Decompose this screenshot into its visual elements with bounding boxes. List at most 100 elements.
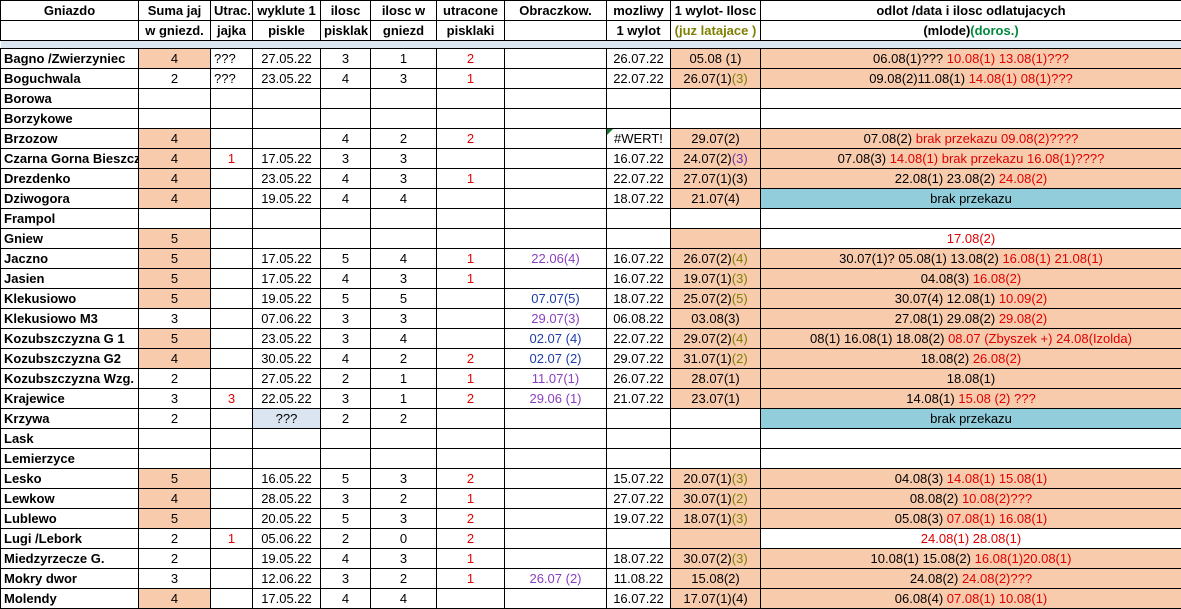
cell-wylot[interactable] bbox=[671, 89, 761, 109]
cell-wylot[interactable] bbox=[671, 229, 761, 249]
header2-gniezd[interactable]: gniezd bbox=[371, 21, 437, 41]
cell-ilosc-gniezd[interactable]: 2 bbox=[371, 489, 437, 509]
cell-wyklute[interactable] bbox=[253, 89, 321, 109]
cell-gniazdo[interactable]: Mokry dwor bbox=[1, 569, 139, 589]
cell-suma-jaj[interactable]: 4 bbox=[139, 149, 211, 169]
cell-utrac-jajka[interactable] bbox=[211, 329, 253, 349]
cell-odlot[interactable]: 24.08(1) 28.08(1) bbox=[761, 529, 1181, 549]
cell-utrac-jajka[interactable] bbox=[211, 349, 253, 369]
cell-utrac-jajka[interactable] bbox=[211, 569, 253, 589]
cell-utracone[interactable]: 1 bbox=[437, 549, 505, 569]
cell-utrac-jajka[interactable] bbox=[211, 489, 253, 509]
cell-utrac-jajka[interactable] bbox=[211, 589, 253, 609]
cell-utrac-jajka[interactable] bbox=[211, 509, 253, 529]
cell-ilosc-pisklak[interactable]: 5 bbox=[321, 249, 371, 269]
cell-ilosc-pisklak[interactable]: 4 bbox=[321, 69, 371, 89]
cell-mozliwy[interactable] bbox=[607, 89, 671, 109]
cell-wylot[interactable]: 24.07(2)(3) bbox=[671, 149, 761, 169]
cell-suma-jaj[interactable]: 5 bbox=[139, 329, 211, 349]
cell-odlot[interactable]: 30.07(4) 12.08(1) 10.09(2) bbox=[761, 289, 1181, 309]
cell-utracone[interactable]: 1 bbox=[437, 569, 505, 589]
cell-odlot[interactable]: 06.08(4) 07.08(1) 10.08(1) bbox=[761, 589, 1181, 609]
cell-utracone[interactable]: 1 bbox=[437, 169, 505, 189]
cell-utracone[interactable] bbox=[437, 109, 505, 129]
cell-gniazdo[interactable]: Bagno /Zwierzyniec bbox=[1, 49, 139, 69]
cell-ilosc-pisklak[interactable]: 2 bbox=[321, 409, 371, 429]
cell-mozliwy[interactable]: 18.07.22 bbox=[607, 189, 671, 209]
cell-mozliwy[interactable]: 06.08.22 bbox=[607, 309, 671, 329]
cell-ilosc-gniezd[interactable]: 0 bbox=[371, 529, 437, 549]
cell-wyklute[interactable]: 17.05.22 bbox=[253, 269, 321, 289]
cell-wylot[interactable]: 28.07(1) bbox=[671, 369, 761, 389]
cell-suma-jaj[interactable]: 2 bbox=[139, 529, 211, 549]
cell-wylot[interactable]: 29.07(2)(4) bbox=[671, 329, 761, 349]
cell-utrac-jajka[interactable] bbox=[211, 229, 253, 249]
cell-odlot[interactable]: 09.08(2)11.08(1) 14.08(1) 08(1)??? bbox=[761, 69, 1181, 89]
cell-wyklute[interactable] bbox=[253, 449, 321, 469]
cell-suma-jaj[interactable] bbox=[139, 89, 211, 109]
header-gniazdo[interactable]: Gniazdo bbox=[1, 1, 139, 21]
cell-utrac-jajka[interactable] bbox=[211, 289, 253, 309]
cell-obraczkow[interactable] bbox=[505, 49, 607, 69]
cell-ilosc-gniezd[interactable]: 4 bbox=[371, 329, 437, 349]
cell-ilosc-gniezd[interactable]: 2 bbox=[371, 569, 437, 589]
cell-utrac-jajka[interactable] bbox=[211, 269, 253, 289]
cell-utracone[interactable] bbox=[437, 189, 505, 209]
cell-wyklute[interactable]: 28.05.22 bbox=[253, 489, 321, 509]
cell-suma-jaj[interactable] bbox=[139, 449, 211, 469]
cell-ilosc-gniezd[interactable] bbox=[371, 109, 437, 129]
cell-wylot[interactable]: 30.07(1)(2) bbox=[671, 489, 761, 509]
cell-ilosc-gniezd[interactable] bbox=[371, 449, 437, 469]
cell-utracone[interactable]: 2 bbox=[437, 469, 505, 489]
cell-utrac-jajka[interactable] bbox=[211, 429, 253, 449]
cell-mozliwy[interactable] bbox=[607, 449, 671, 469]
cell-ilosc-pisklak[interactable]: 3 bbox=[321, 49, 371, 69]
cell-gniazdo[interactable]: Kozubszczyzna Wzg. bbox=[1, 369, 139, 389]
cell-suma-jaj[interactable]: 5 bbox=[139, 269, 211, 289]
cell-ilosc-gniezd[interactable]: 5 bbox=[371, 289, 437, 309]
cell-mozliwy[interactable]: 11.08.22 bbox=[607, 569, 671, 589]
cell-utracone[interactable]: 2 bbox=[437, 129, 505, 149]
cell-suma-jaj[interactable]: 4 bbox=[139, 129, 211, 149]
cell-ilosc-pisklak[interactable]: 4 bbox=[321, 549, 371, 569]
cell-odlot[interactable]: 17.08(2) bbox=[761, 229, 1181, 249]
cell-ilosc-gniezd[interactable]: 3 bbox=[371, 309, 437, 329]
cell-wyklute[interactable]: 19.05.22 bbox=[253, 289, 321, 309]
cell-utrac-jajka[interactable] bbox=[211, 469, 253, 489]
cell-ilosc-pisklak[interactable]: 3 bbox=[321, 489, 371, 509]
cell-ilosc-pisklak[interactable] bbox=[321, 229, 371, 249]
cell-odlot[interactable] bbox=[761, 209, 1181, 229]
cell-obraczkow[interactable]: 11.07(1) bbox=[505, 369, 607, 389]
cell-suma-jaj[interactable]: 2 bbox=[139, 549, 211, 569]
cell-obraczkow[interactable] bbox=[505, 549, 607, 569]
cell-suma-jaj[interactable]: 5 bbox=[139, 509, 211, 529]
cell-mozliwy[interactable]: 26.07.22 bbox=[607, 369, 671, 389]
cell-wylot[interactable]: 03.08(3) bbox=[671, 309, 761, 329]
cell-obraczkow[interactable] bbox=[505, 469, 607, 489]
cell-mozliwy[interactable]: 22.07.22 bbox=[607, 69, 671, 89]
cell-ilosc-pisklak[interactable]: 2 bbox=[321, 369, 371, 389]
cell-mozliwy[interactable]: 16.07.22 bbox=[607, 589, 671, 609]
cell-ilosc-pisklak[interactable]: 3 bbox=[321, 569, 371, 589]
cell-ilosc-pisklak[interactable]: 4 bbox=[321, 169, 371, 189]
cell-suma-jaj[interactable] bbox=[139, 429, 211, 449]
header2-pisklaki[interactable]: pisklaki bbox=[437, 21, 505, 41]
cell-wylot[interactable]: 18.07(1)(3) bbox=[671, 509, 761, 529]
cell-suma-jaj[interactable]: 4 bbox=[139, 169, 211, 189]
cell-gniazdo[interactable]: Lask bbox=[1, 429, 139, 449]
cell-wylot[interactable]: 26.07(2)(4) bbox=[671, 249, 761, 269]
cell-odlot[interactable]: 14.08(1) 15.08 (2) ??? bbox=[761, 389, 1181, 409]
cell-wyklute[interactable] bbox=[253, 109, 321, 129]
cell-utracone[interactable] bbox=[437, 229, 505, 249]
cell-odlot[interactable]: 10.08(1) 15.08(2) 16.08(1)20.08(1) bbox=[761, 549, 1181, 569]
cell-utracone[interactable] bbox=[437, 329, 505, 349]
cell-gniazdo[interactable]: Borzykowe bbox=[1, 109, 139, 129]
cell-ilosc-gniezd[interactable]: 3 bbox=[371, 509, 437, 529]
cell-odlot[interactable]: 07.08(3) 14.08(1) brak przekazu 16.08(1)… bbox=[761, 149, 1181, 169]
cell-ilosc-gniezd[interactable] bbox=[371, 209, 437, 229]
cell-utrac-jajka[interactable] bbox=[211, 109, 253, 129]
cell-obraczkow[interactable] bbox=[505, 209, 607, 229]
cell-gniazdo[interactable]: Klekusiowo M3 bbox=[1, 309, 139, 329]
cell-suma-jaj[interactable]: 4 bbox=[139, 349, 211, 369]
cell-obraczkow[interactable] bbox=[505, 89, 607, 109]
